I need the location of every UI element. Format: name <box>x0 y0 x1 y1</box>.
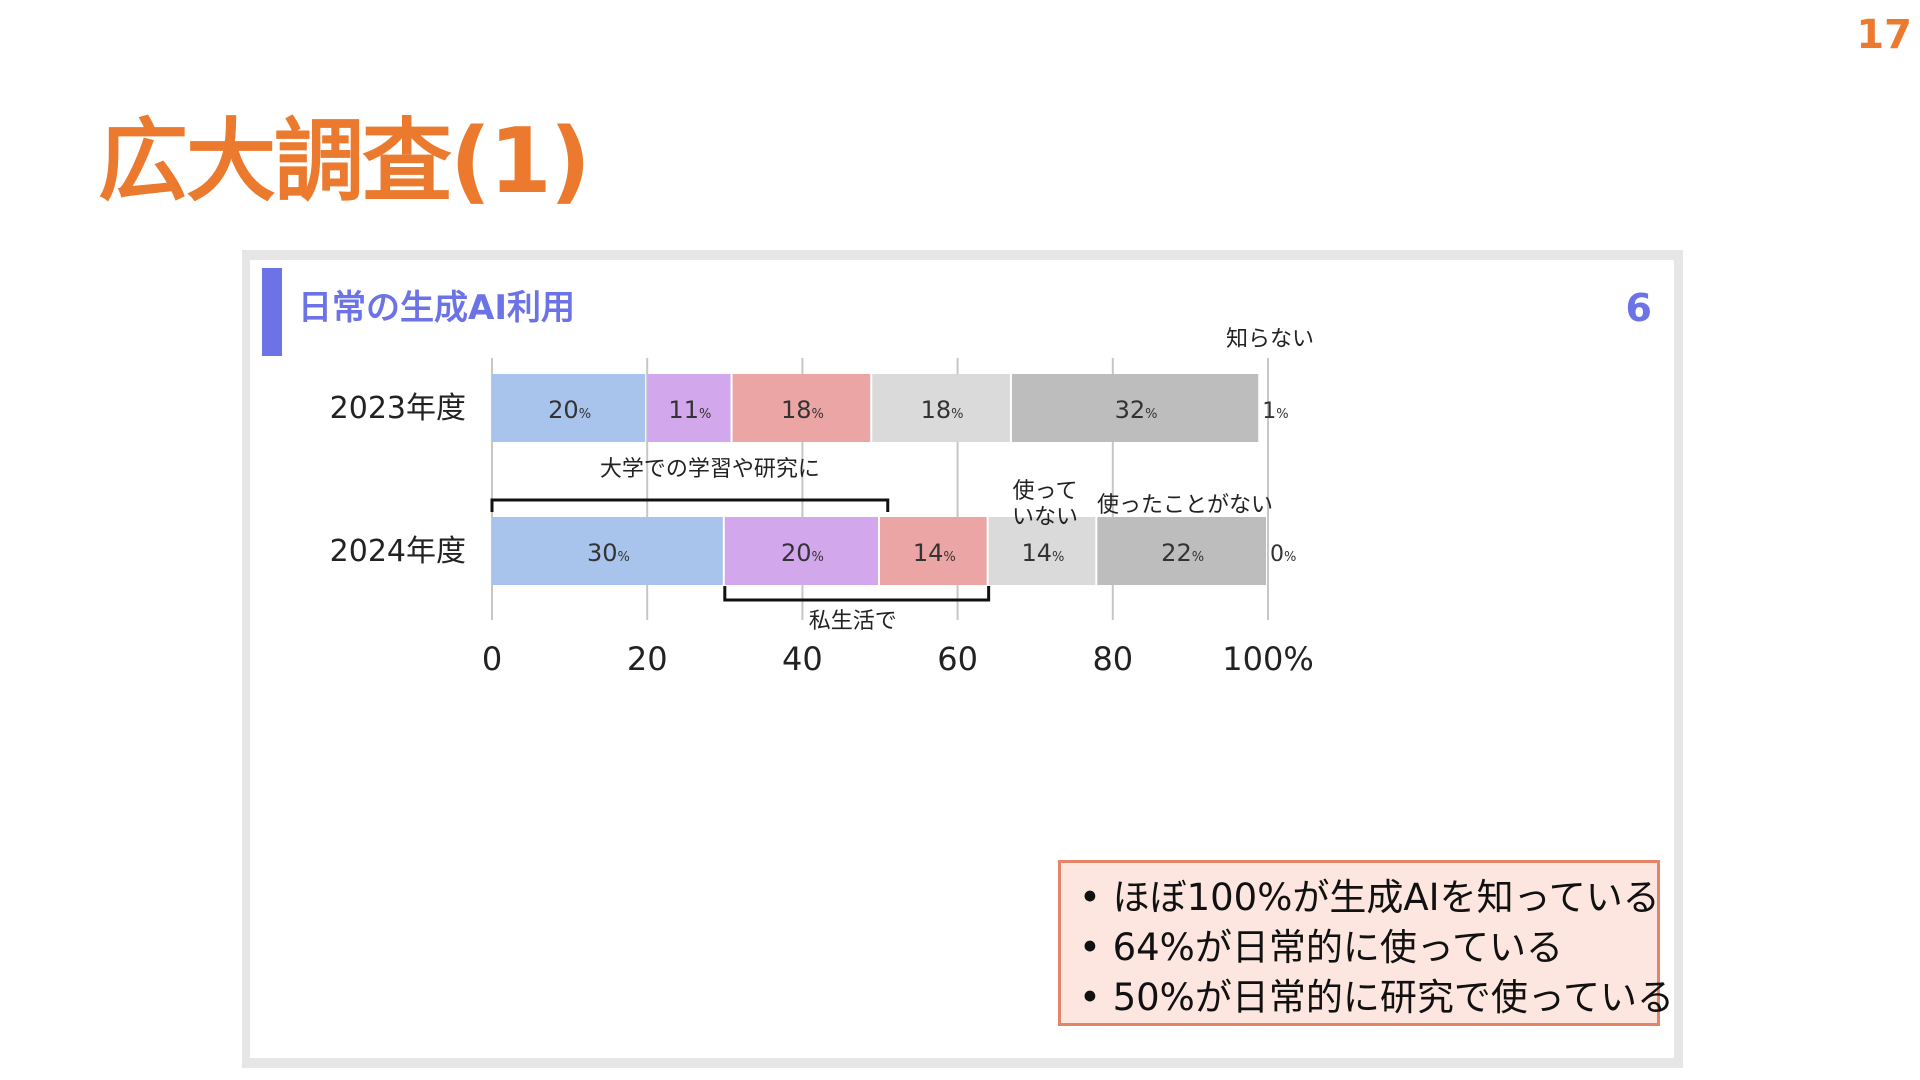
bar-segment <box>732 374 871 442</box>
survey-card: 日常の生成AI利用 6 2023年度 2024年度 20% 11% 18% 18% 32% 1… <box>242 250 1683 1068</box>
data-label: 30% <box>587 539 630 567</box>
x-tick-label: 60 <box>937 640 978 678</box>
x-tick-label: 40 <box>782 640 823 678</box>
data-label: 18% <box>921 396 964 424</box>
bracket-below <box>723 586 991 602</box>
bar-segment <box>880 517 987 585</box>
series-label-not-using: いない <box>1012 505 1078 530</box>
x-tick-label: 20 <box>627 640 668 678</box>
card-accent-bar <box>262 268 282 356</box>
survey-card-inner: 日常の生成AI利用 6 2023年度 2024年度 20% 11% 18% 18% 32% 1… <box>250 260 1674 1058</box>
x-tick-label: 100% <box>1222 640 1313 678</box>
category-label: 2024年度 <box>330 534 466 569</box>
card-number: 6 <box>1625 286 1652 330</box>
data-label: 14% <box>913 539 956 567</box>
series-label-unknown: 知らない <box>1226 327 1314 352</box>
stacked-bar-chart: 2023年度 2024年度 20% 11% 18% 18% 32% 1% 30% 20% 14% 14… <box>330 327 1314 678</box>
bar-segment <box>724 517 878 585</box>
category-label: 2023年度 <box>330 391 466 426</box>
data-label: 20% <box>781 539 824 567</box>
bar-segment <box>872 374 1010 442</box>
bar-segment <box>1097 517 1266 585</box>
bar-segment <box>647 374 731 442</box>
series-label-never-used: 使ったことがない <box>1097 493 1273 518</box>
x-tick-label: 0 <box>482 640 502 678</box>
data-label: 1% <box>1262 399 1288 424</box>
data-label: 0% <box>1270 542 1296 567</box>
bar-segment <box>988 517 1096 585</box>
bar-segment <box>1011 374 1259 442</box>
data-label: 22% <box>1161 539 1204 567</box>
slide-number: 17 <box>1856 12 1912 58</box>
summary-item: 64%が日常的に使っている <box>1079 923 1641 973</box>
bar-segment <box>492 374 646 442</box>
summary-item: 50%が日常的に研究で使っている <box>1079 973 1674 1023</box>
data-label: 14% <box>1022 539 1065 567</box>
card-title: 日常の生成AI利用 <box>298 288 575 328</box>
series-label-not-using: 使って <box>1013 479 1078 504</box>
data-label: 11% <box>668 396 711 424</box>
data-label: 20% <box>548 396 591 424</box>
bracket-above <box>490 498 890 512</box>
x-tick-label: 80 <box>1092 640 1133 678</box>
summary-box: ほぼ100%が生成AIを知っている 64%が日常的に使っている 50%が日常的に… <box>1058 860 1674 1026</box>
bracket-label: 大学での学習や研究に <box>600 457 820 482</box>
data-label: 32% <box>1115 396 1158 424</box>
bar-segment <box>492 517 723 585</box>
slide-title: 広大調査(1) <box>98 109 591 214</box>
summary-item: ほぼ100%が生成AIを知っている <box>1079 873 1660 923</box>
bracket-label: 私生活で <box>809 609 897 634</box>
data-label: 18% <box>781 396 824 424</box>
